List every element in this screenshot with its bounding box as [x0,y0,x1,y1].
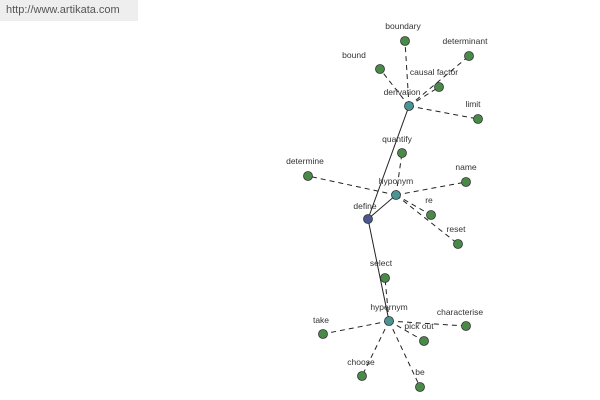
edge-dashed [408,55,470,107]
node-label[interactable]: hypernym [370,302,407,312]
edge-dashed [384,277,390,322]
edge-dashed [404,40,410,107]
node-label[interactable]: re [425,195,433,205]
edge-dashed [361,320,390,377]
node-label[interactable]: bound [342,50,366,60]
node-label[interactable]: determinant [443,36,489,46]
edge-dashed [395,194,459,245]
node[interactable] [461,321,471,331]
edge-dashed [322,320,390,335]
node[interactable] [453,239,463,249]
node-label[interactable]: causal factor [410,67,458,77]
node[interactable] [303,171,313,181]
node[interactable] [461,177,471,187]
node[interactable] [400,36,410,46]
edge-dashed [388,320,467,327]
edge-dashed [388,320,421,388]
edge-solid [367,105,410,220]
node-label[interactable]: select [370,258,393,268]
node-label[interactable]: reset [447,224,467,234]
edge-solid [367,218,390,322]
node[interactable] [357,371,367,381]
edge-solid [367,194,397,220]
node[interactable] [380,273,390,283]
node-label[interactable]: characterise [437,307,484,317]
node-label[interactable]: boundary [385,21,421,31]
node[interactable] [419,336,429,346]
node[interactable] [415,382,425,392]
node-label[interactable]: limit [465,99,481,109]
node[interactable] [375,64,385,74]
node-label[interactable]: be [415,367,425,377]
node[interactable] [391,190,401,200]
edge-dashed [408,86,440,107]
node[interactable] [404,101,414,111]
node[interactable] [434,82,444,92]
node[interactable] [318,329,328,339]
node-label[interactable]: determine [286,156,324,166]
edge-dashed [379,68,410,107]
node-label[interactable]: pick out [404,321,434,331]
node-label[interactable]: define [353,201,376,211]
node[interactable] [473,114,483,124]
node-label[interactable]: derivation [384,87,421,97]
edge-dashed [408,105,479,120]
node[interactable] [464,51,474,61]
node-label[interactable]: name [455,162,477,172]
node[interactable] [384,316,394,326]
node-label[interactable]: hyponym [379,176,414,186]
node-label[interactable]: quantify [382,134,413,144]
node-label[interactable]: choose [347,357,375,367]
node[interactable] [397,148,407,158]
edge-dashed [307,175,397,196]
edge-dashed [388,320,425,342]
node[interactable] [426,210,436,220]
node[interactable] [363,214,373,224]
site-url[interactable]: http://www.artikata.com [0,0,138,21]
node-label[interactable]: take [313,315,329,325]
edge-dashed [395,194,432,216]
edge-dashed [395,152,403,196]
edge-dashed [395,181,467,196]
